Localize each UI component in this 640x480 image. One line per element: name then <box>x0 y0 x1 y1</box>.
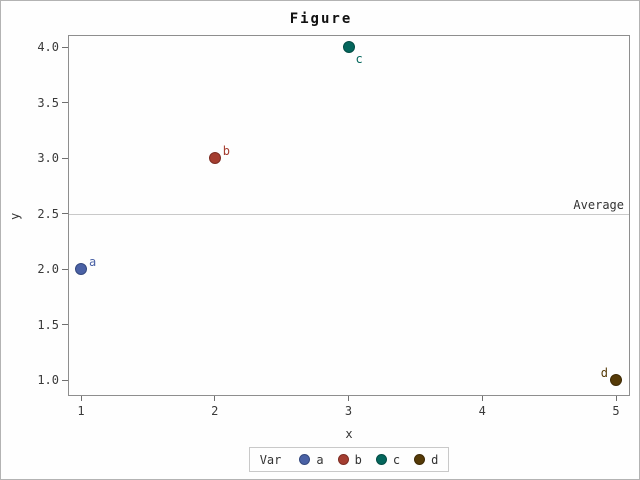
y-tick-mark <box>62 102 68 103</box>
legend-title: Var <box>259 452 282 467</box>
legend-box: Var a b c d <box>248 447 450 472</box>
y-tick-label: 1.5 <box>37 317 59 332</box>
legend: Var a b c d <box>68 447 630 472</box>
point-label-d: d <box>600 366 608 380</box>
legend-entry-a: a <box>299 452 324 467</box>
y-tick-mark <box>62 379 68 381</box>
point-label-b: b <box>222 144 230 158</box>
y-tick-label: 2.5 <box>37 206 59 221</box>
legend-entry-label: c <box>392 452 401 467</box>
data-point-c <box>342 41 355 53</box>
x-tick-label: 5 <box>612 404 620 418</box>
reference-line <box>69 213 629 215</box>
y-tick-mark <box>62 46 68 48</box>
y-tick-mark <box>62 268 68 270</box>
point-label-a: a <box>89 255 97 269</box>
y-tick-mark <box>62 213 68 214</box>
point-label-c: c <box>355 52 363 66</box>
chart-title: Figure <box>289 11 353 27</box>
y-tick-label: 1.0 <box>37 373 59 387</box>
y-tick-label: 4.0 <box>37 40 59 54</box>
data-point-b <box>208 152 221 164</box>
data-point-a <box>75 263 87 275</box>
legend-entry-label: d <box>431 452 439 467</box>
y-tick-label: 3.5 <box>37 95 59 110</box>
x-tick-mark <box>615 396 617 401</box>
legend-entry-label: b <box>354 452 362 467</box>
legend-entry-b: b <box>337 452 362 467</box>
y-axis-label: y <box>8 212 22 220</box>
plot-area <box>68 35 630 396</box>
legend-entry-d: d <box>414 453 438 467</box>
y-tick-mark <box>62 324 68 325</box>
reference-line-label: Average <box>573 197 624 212</box>
legend-marker-icon <box>414 454 426 465</box>
legend-marker-icon <box>375 454 387 465</box>
x-tick-label: 3 <box>344 404 353 418</box>
legend-marker-icon <box>337 454 349 465</box>
y-tick-mark <box>62 157 68 159</box>
x-tick-mark <box>481 396 483 401</box>
legend-marker-icon <box>299 454 311 465</box>
legend-entry-label: a <box>316 452 324 467</box>
x-tick-mark <box>80 396 82 401</box>
y-tick-label: 3.0 <box>37 151 59 165</box>
x-tick-label: 1 <box>77 404 85 418</box>
legend-entry-c: c <box>375 452 401 467</box>
x-tick-label: 4 <box>478 404 486 418</box>
x-tick-mark <box>214 396 216 401</box>
data-point-d <box>610 374 622 386</box>
x-tick-mark <box>348 396 349 401</box>
y-tick-label: 2.0 <box>37 262 59 276</box>
x-tick-label: 2 <box>211 404 219 418</box>
x-axis-label: x <box>345 427 353 441</box>
